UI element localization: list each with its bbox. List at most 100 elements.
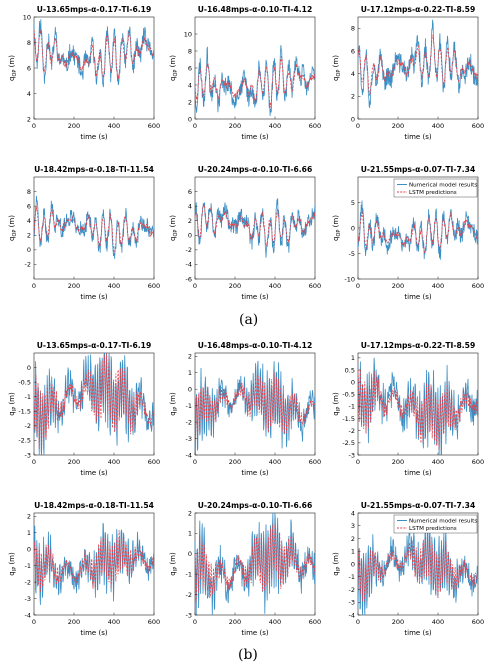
y-tick-label: -1 (349, 573, 355, 581)
x-tick-label: 400 (269, 458, 281, 466)
y-tick-label: 0 (188, 550, 192, 558)
series-numerical-line (194, 45, 316, 116)
y-tick-label: 6 (27, 64, 31, 72)
series-lstm-line (357, 34, 479, 96)
y-tick-label: -4 (349, 611, 355, 619)
caption-a: (a) (239, 312, 259, 328)
x-tick-label: 200 (229, 122, 241, 130)
x-tick-label: 0 (32, 282, 36, 290)
y-tick-label: 2 (27, 115, 31, 123)
x-tick-label: 600 (148, 618, 160, 626)
y-axis-label: qIP (m) (169, 552, 179, 576)
y-axis-label: qIP (m) (332, 392, 342, 416)
legend-label-numerical: Numerical model results (409, 519, 477, 525)
subplot-10: U-18.42mps-α-0.18-TI-11.54 0 200 400 600 -4 -3… (8, 501, 160, 637)
subplot-title: U-20.24mps-α-0.10-TI-6.66 (198, 165, 313, 174)
y-axis-label: qOP (m) (169, 55, 179, 81)
y-axis-label: qIP (m) (8, 392, 18, 416)
x-axis-label: time (s) (241, 629, 268, 637)
subplot-12: U-21.55mps-α-0.07-TI-7.34 0 200 400 600 -4 -3 -… (332, 501, 484, 637)
y-tick-label: -4 (186, 261, 192, 269)
x-axis-label: time (s) (241, 133, 268, 141)
series-lstm-line (194, 523, 316, 602)
y-tick-label: -2 (25, 422, 31, 430)
y-tick-label: 1 (351, 548, 355, 556)
x-tick-label: 400 (432, 458, 444, 466)
y-tick-label: -1.5 (342, 415, 355, 423)
y-tick-label: 4 (27, 217, 31, 225)
x-tick-label: 200 (392, 458, 404, 466)
axes-frame (194, 176, 316, 280)
y-tick-label: 2 (27, 513, 31, 521)
y-tick-label: 0 (188, 115, 192, 123)
series-lstm-line (357, 369, 479, 450)
x-tick-label: 0 (356, 458, 360, 466)
series-lstm-line (357, 536, 479, 602)
x-tick-label: 200 (392, 282, 404, 290)
subplot-5: U-20.24mps-α-0.10-TI-6.66 0 200 400 600 -6 -4 -… (169, 165, 321, 301)
y-tick-label: -2 (25, 578, 31, 586)
x-tick-label: 600 (472, 282, 484, 290)
x-tick-label: 0 (193, 458, 197, 466)
x-tick-label: 400 (269, 122, 281, 130)
y-tick-label: 8 (351, 25, 355, 33)
y-tick-label: 2 (27, 232, 31, 240)
y-tick-label: 6 (27, 202, 31, 210)
y-tick-label: 0 (351, 560, 355, 568)
y-tick-label: 0 (351, 378, 355, 386)
x-tick-label: 400 (269, 618, 281, 626)
y-tick-label: 1 (188, 530, 192, 538)
x-tick-label: 200 (68, 458, 80, 466)
x-tick-label: 200 (229, 282, 241, 290)
y-tick-label: -1.5 (18, 408, 31, 416)
y-axis-label: qOP (m) (332, 55, 342, 81)
series-lstm-line (33, 530, 155, 593)
series-lstm-line (33, 206, 155, 254)
y-tick-label: 0 (27, 246, 31, 254)
series-numerical-line (357, 357, 479, 456)
subplot-11: U-20.24mps-α-0.10-TI-6.66 0 200 400 600 -3 -2 -… (169, 501, 321, 637)
x-tick-label: 600 (309, 122, 321, 130)
x-tick-label: 0 (32, 458, 36, 466)
y-tick-label: -1 (349, 403, 355, 411)
x-tick-label: 600 (309, 282, 321, 290)
y-axis-label: qIP (m) (169, 392, 179, 416)
y-tick-label: -0.5 (18, 378, 31, 386)
legend-label-numerical: Numerical model results (409, 183, 477, 189)
y-tick-label: 10 (184, 30, 192, 38)
y-tick-label: 0 (27, 545, 31, 553)
y-tick-label: 2 (351, 535, 355, 543)
y-axis-label: qOP (m) (8, 215, 18, 241)
x-axis-label: time (s) (404, 629, 431, 637)
x-tick-label: 400 (108, 282, 120, 290)
y-tick-label: 0 (188, 232, 192, 240)
axes-frame (357, 16, 479, 120)
y-tick-label: -3 (349, 451, 355, 459)
y-tick-label: -10 (344, 275, 355, 283)
subplot-title: U-16.48mps-α-0.10-TI-4.12 (198, 341, 313, 350)
subplot-6: U-21.55mps-α-0.07-TI-7.34 0 200 400 600 -10 -5… (332, 165, 484, 301)
x-tick-label: 400 (108, 618, 120, 626)
x-tick-label: 200 (229, 618, 241, 626)
x-tick-label: 0 (193, 122, 197, 130)
y-tick-label: -1 (25, 393, 31, 401)
x-tick-label: 0 (356, 122, 360, 130)
y-tick-label: 6 (188, 188, 192, 196)
x-tick-label: 400 (432, 122, 444, 130)
y-tick-label: -4 (186, 451, 192, 459)
x-tick-label: 200 (68, 282, 80, 290)
subplot-title: U-21.55mps-α-0.07-TI-7.34 (361, 165, 476, 174)
y-tick-label: 1 (188, 369, 192, 377)
x-tick-label: 200 (68, 618, 80, 626)
subplot-title: U-18.42mps-α-0.18-TI-11.54 (34, 501, 154, 510)
series-lstm-line (33, 352, 155, 450)
series-lstm-line (194, 202, 316, 247)
y-tick-label: 4 (188, 202, 192, 210)
y-tick-label: -3 (186, 611, 192, 619)
x-tick-label: 400 (432, 282, 444, 290)
x-tick-label: 400 (108, 122, 120, 130)
y-tick-label: -2 (25, 261, 31, 269)
y-tick-label: 0 (27, 364, 31, 372)
y-tick-label: 2 (188, 217, 192, 225)
series-lstm-line (33, 29, 155, 80)
